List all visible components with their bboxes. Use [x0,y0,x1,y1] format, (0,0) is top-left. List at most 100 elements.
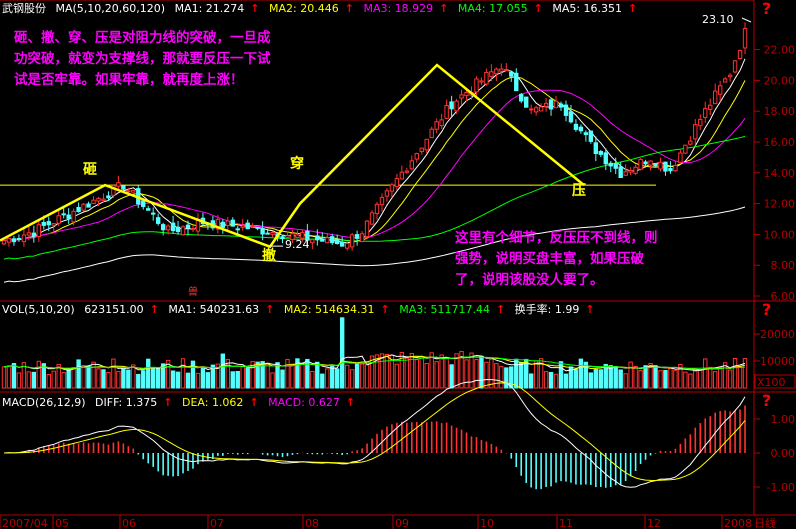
volume-bar [603,363,608,389]
volume-bar [439,354,444,389]
volume-bar [335,368,340,389]
candle-body [429,128,434,139]
candle-body [320,238,325,242]
candle-body [717,85,723,95]
candle-body [737,50,743,60]
volume-bar [608,365,613,389]
candle-body [310,239,315,244]
volume-bar [568,366,574,389]
annotation-right: 这里有个细节，反压压不到线，则 强势，说明买盘丰富，如果压破 了，说明该股没人要… [455,230,658,288]
volume-bar [96,368,101,389]
question-icon[interactable]: ? [762,300,772,319]
candle-body [538,106,544,112]
candle-body [509,71,514,77]
volume-bar [688,373,693,389]
candle-body [722,78,728,83]
annotation-topleft: 砸、撤、穿、压是对阻力线的突破，一旦成 功突破，就变为支撑线，那就要反压一下试 … [14,30,271,88]
candle-body [578,126,584,132]
date-axis: 2007/04 05 06 07 08 09 10 11 12 2008 日线 [0,515,776,529]
volume-bar [56,363,61,389]
question-icon[interactable]: ? [762,391,772,410]
vol-ma3-label: MA3: 511717.44 [399,303,490,316]
candle-body [593,142,599,155]
volume-bar [474,359,479,389]
candle-body [66,214,71,219]
volume-bar [558,361,564,389]
candle-body [121,185,126,190]
macd-value-label: MACD: 0.627 [268,396,340,409]
candle-body [653,163,658,167]
volume-bar [300,363,305,389]
vol-value: 623151.00 [84,303,144,316]
volume-bar [703,358,708,389]
candle-body [613,163,618,169]
volume-bar [240,365,245,389]
volume-bar [663,370,668,389]
candle-body [489,71,494,77]
candle-body [116,182,121,187]
stock-name: 武钢股份 [2,2,46,15]
date-tick-label: 09 [395,517,409,529]
volume-bar [737,366,743,389]
price-axis: 22.00 20.00 18.00 16.00 14.00 12.00 10.00 8.00 6… [0,44,795,303]
candle-body [459,94,464,99]
trend-lines [0,17,752,249]
date-tick-label: 2008 [724,517,752,529]
dea-line [3,382,746,482]
candle-body [6,237,12,243]
trend-polyline [0,63,585,249]
candle-body [265,232,270,235]
volume-bar [106,371,111,389]
candle-body [573,123,579,130]
volume-bar [31,371,37,389]
volume-bar [538,358,544,389]
volume-bar [469,352,474,389]
candle-body [91,199,96,205]
candle-body [255,226,260,229]
ma4-label: MA4: 17.055 [457,2,528,15]
question-icon[interactable]: ? [762,0,772,18]
candle-body [638,158,643,170]
label-ya: 压 [572,183,586,199]
candle-body [26,232,32,236]
dea-label: DEA: 1.062 [181,396,244,409]
ma60-line [3,135,746,260]
candle-body [280,236,285,240]
volume-bar [195,372,201,389]
candle-body [588,130,594,142]
volume-bar [643,365,648,389]
candle-body [155,217,161,224]
candle-body [185,224,191,229]
vol-tick-label: 20000 [760,328,795,341]
volume-bar [742,358,748,389]
candle-body [464,92,469,97]
diff-line [3,378,746,488]
turnover-label: 换手率: 1.99 [514,303,580,316]
candle-body [404,170,410,173]
candle-body [245,222,250,230]
volume-bar [618,369,623,389]
volume-bar [86,365,91,389]
candle-body [101,198,106,201]
price-tick-label: 18.00 [764,105,796,118]
volume-bar [504,367,509,389]
candle-body [170,222,176,232]
candle-body [399,171,405,180]
volume-bar [489,358,494,389]
candle-body [698,118,703,127]
volume-bar [553,373,559,389]
volume-bar [210,364,216,389]
candle-body [146,208,151,211]
candle-body [369,212,375,225]
volume-bar [91,361,96,389]
volume-bar [712,371,718,389]
volume-bar [205,372,211,389]
candle-body [16,237,22,240]
volume-bar [563,373,569,389]
candle-body [673,164,678,172]
volume-bar [658,370,663,389]
volume-bar [185,372,191,389]
volume-bar [708,366,713,389]
volume-bar [151,368,156,389]
